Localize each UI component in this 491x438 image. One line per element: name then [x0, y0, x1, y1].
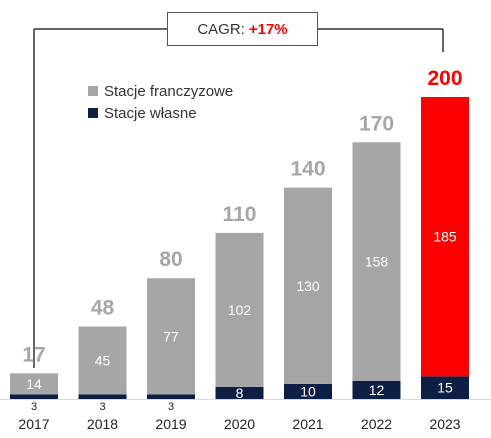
bar-own-2017 [10, 394, 58, 399]
bar-label-franchise-2022: 158 [365, 254, 389, 270]
bar-franchise-2021 [284, 187, 332, 384]
total-label-2018: 48 [91, 297, 115, 320]
total-label-2021: 140 [290, 158, 325, 181]
bar-franchise-2018 [78, 326, 127, 395]
cagr-value: +17% [248, 20, 288, 38]
bar-own-2019 [147, 394, 195, 399]
total-label-2020: 110 [223, 203, 257, 226]
legend-label-franchise: Stacje franczyzowe [104, 82, 234, 100]
bar-label-franchise-2020: 102 [228, 302, 252, 318]
legend-swatch-franchise [88, 86, 98, 96]
bar-label-own-2018: 3 [99, 401, 105, 413]
bar-franchise-2019 [147, 278, 195, 395]
bar-label-own-2021: 10 [300, 383, 316, 399]
legend-item-own: Stacje własne [88, 102, 233, 124]
bar-label-franchise-2017: 14 [26, 376, 42, 392]
bar-label-own-2022: 12 [369, 382, 385, 398]
bar-label-own-2020: 8 [236, 385, 244, 401]
bar-franchise-2022 [352, 142, 401, 381]
bar-own-2020 [215, 386, 264, 399]
bar-label-own-2017: 3 [31, 401, 37, 413]
legend: Stacje franczyzowe Stacje własne [88, 80, 233, 124]
bar-own-2022 [352, 380, 401, 399]
bar-franchise-2023 [421, 97, 469, 377]
total-label-2017: 17 [22, 343, 45, 366]
total-label-2022: 170 [359, 112, 394, 135]
x-tick-label-2022: 2022 [361, 416, 392, 432]
bar-franchise-2017 [10, 373, 58, 395]
bar-own-2021 [284, 383, 332, 399]
cagr-label: CAGR: [197, 20, 245, 38]
bars-group: 14 3 17 2017 45 3 48 2018 77 3 80 2019 102 8 110 2020 13… [10, 67, 469, 432]
x-tick-label-2018: 2018 [87, 416, 118, 432]
legend-swatch-own [88, 108, 98, 118]
cagr-box: CAGR: +17% [167, 12, 318, 46]
bar-label-own-2019: 3 [168, 401, 174, 413]
x-tick-label-2020: 2020 [224, 416, 255, 432]
bar-own-2023 [421, 376, 469, 399]
total-label-2023: 200 [427, 67, 462, 90]
bar-label-franchise-2021: 130 [296, 278, 320, 294]
x-tick-label-2023: 2023 [429, 416, 460, 432]
total-label-2019: 80 [159, 248, 182, 271]
x-tick-label-2021: 2021 [292, 416, 323, 432]
legend-item-franchise: Stacje franczyzowe [88, 80, 233, 102]
legend-label-own: Stacje własne [104, 104, 197, 122]
bar-label-franchise-2018: 45 [95, 352, 111, 368]
bar-label-own-2023: 15 [437, 380, 453, 396]
bar-label-franchise-2019: 77 [163, 328, 179, 344]
x-tick-label-2019: 2019 [155, 416, 186, 432]
x-tick-label-2017: 2017 [18, 416, 49, 432]
bar-own-2018 [78, 394, 127, 399]
bar-franchise-2020 [215, 232, 264, 387]
bar-label-franchise-2023: 185 [433, 229, 457, 245]
